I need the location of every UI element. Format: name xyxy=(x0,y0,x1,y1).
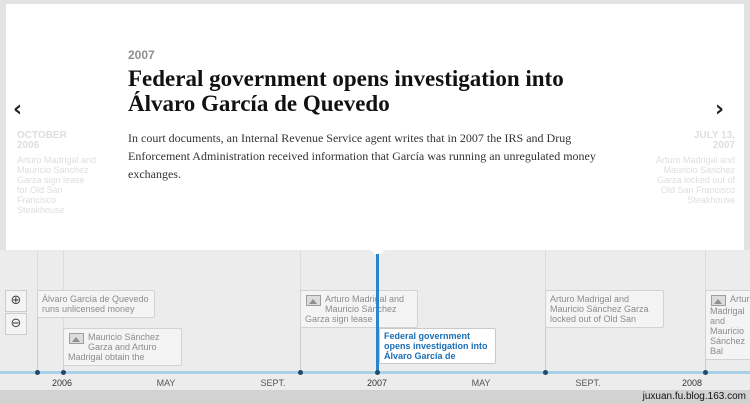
axis-label: MAY xyxy=(156,378,176,388)
image-icon xyxy=(711,295,726,306)
timeline-marker[interactable]: Arturo Madrigal and Mauricio Sánchez Gar… xyxy=(545,290,664,328)
slide-card xyxy=(6,4,744,250)
active-marker-line xyxy=(376,254,379,372)
axis-label: 2006 xyxy=(51,378,73,388)
active-timeline-marker[interactable]: Federal government opens investigation i… xyxy=(379,328,496,364)
timeline-marker[interactable]: Mauricio Sánchez Garza and Arturo Madrig… xyxy=(63,328,182,366)
next-arrow-icon[interactable]: › xyxy=(715,97,725,122)
axis-label: SEPT. xyxy=(260,378,286,388)
timeline-marker-label: Álvaro García de Quevedo runs unlicensed… xyxy=(42,294,149,314)
timeline-marker-label: Arturo Madrigal and Mauricio Sánchez Bal xyxy=(710,294,750,356)
next-slide-month: JULY 13, xyxy=(693,130,735,141)
axis-label: 2007 xyxy=(366,378,388,388)
zoom-in-icon[interactable]: ⊕ xyxy=(5,290,27,312)
story-slider: ‹ › OCTOBER 2006 Arturo Madrigal and Mau… xyxy=(0,0,750,250)
previous-arrow-icon[interactable]: ‹ xyxy=(13,97,23,122)
slide-headline: Federal government opens investigation i… xyxy=(128,66,564,116)
next-slide-date[interactable]: JULY 13, 2007 xyxy=(655,131,735,151)
timeline-marker-label: Arturo Madrigal and Mauricio Sánchez Gar… xyxy=(550,294,649,324)
timeline-marker-label: Arturo Madrigal and Mauricio Sánchez Gar… xyxy=(305,294,405,324)
image-icon xyxy=(306,295,321,306)
timeline-marker[interactable]: Arturo Madrigal and Mauricio Sánchez Bal xyxy=(705,290,750,360)
slide-body: In court documents, an Internal Revenue … xyxy=(128,131,596,181)
axis-event-dot xyxy=(543,370,548,375)
image-icon xyxy=(69,333,84,344)
slide-pointer xyxy=(371,250,385,257)
previous-slide-teaser[interactable]: Arturo Madrigal and Mauricio Sánchez Gar… xyxy=(17,155,97,215)
zoom-out-icon[interactable]: ⊖ xyxy=(5,313,27,335)
timeline-navigator[interactable]: Álvaro García de Quevedo runs unlicensed… xyxy=(0,250,750,390)
axis-event-dot xyxy=(703,370,708,375)
timeline-marker[interactable]: Arturo Madrigal and Mauricio Sánchez Gar… xyxy=(300,290,418,328)
timeline-marker-label: Mauricio Sánchez Garza and Arturo Madrig… xyxy=(68,332,160,362)
axis-label: SEPT. xyxy=(575,378,601,388)
bottom-bar: juxuan.fu.blog.163.com xyxy=(0,390,750,404)
watermark: juxuan.fu.blog.163.com xyxy=(642,391,746,402)
axis-label: 2008 xyxy=(681,378,703,388)
previous-slide-month: OCTOBER xyxy=(17,130,67,141)
axis-event-dot xyxy=(35,370,40,375)
previous-slide-year: 2006 xyxy=(17,140,40,151)
marker-stem xyxy=(37,290,38,372)
slide-year: 2007 xyxy=(128,48,155,62)
axis-event-dot xyxy=(298,370,303,375)
axis-label: MAY xyxy=(471,378,491,388)
active-marker-label: Federal government opens investigation i… xyxy=(384,331,488,361)
timeline-marker[interactable]: Álvaro García de Quevedo runs unlicensed… xyxy=(37,290,155,318)
marker-stem xyxy=(545,290,546,372)
next-slide-year: 2007 xyxy=(712,140,735,151)
axis-event-dot xyxy=(375,370,380,375)
marker-stem xyxy=(300,290,301,372)
next-slide-teaser[interactable]: Arturo Madrigal and Mauricio Sánchez Gar… xyxy=(655,155,735,205)
axis-event-dot xyxy=(61,370,66,375)
previous-slide-date[interactable]: OCTOBER 2006 xyxy=(17,131,67,151)
